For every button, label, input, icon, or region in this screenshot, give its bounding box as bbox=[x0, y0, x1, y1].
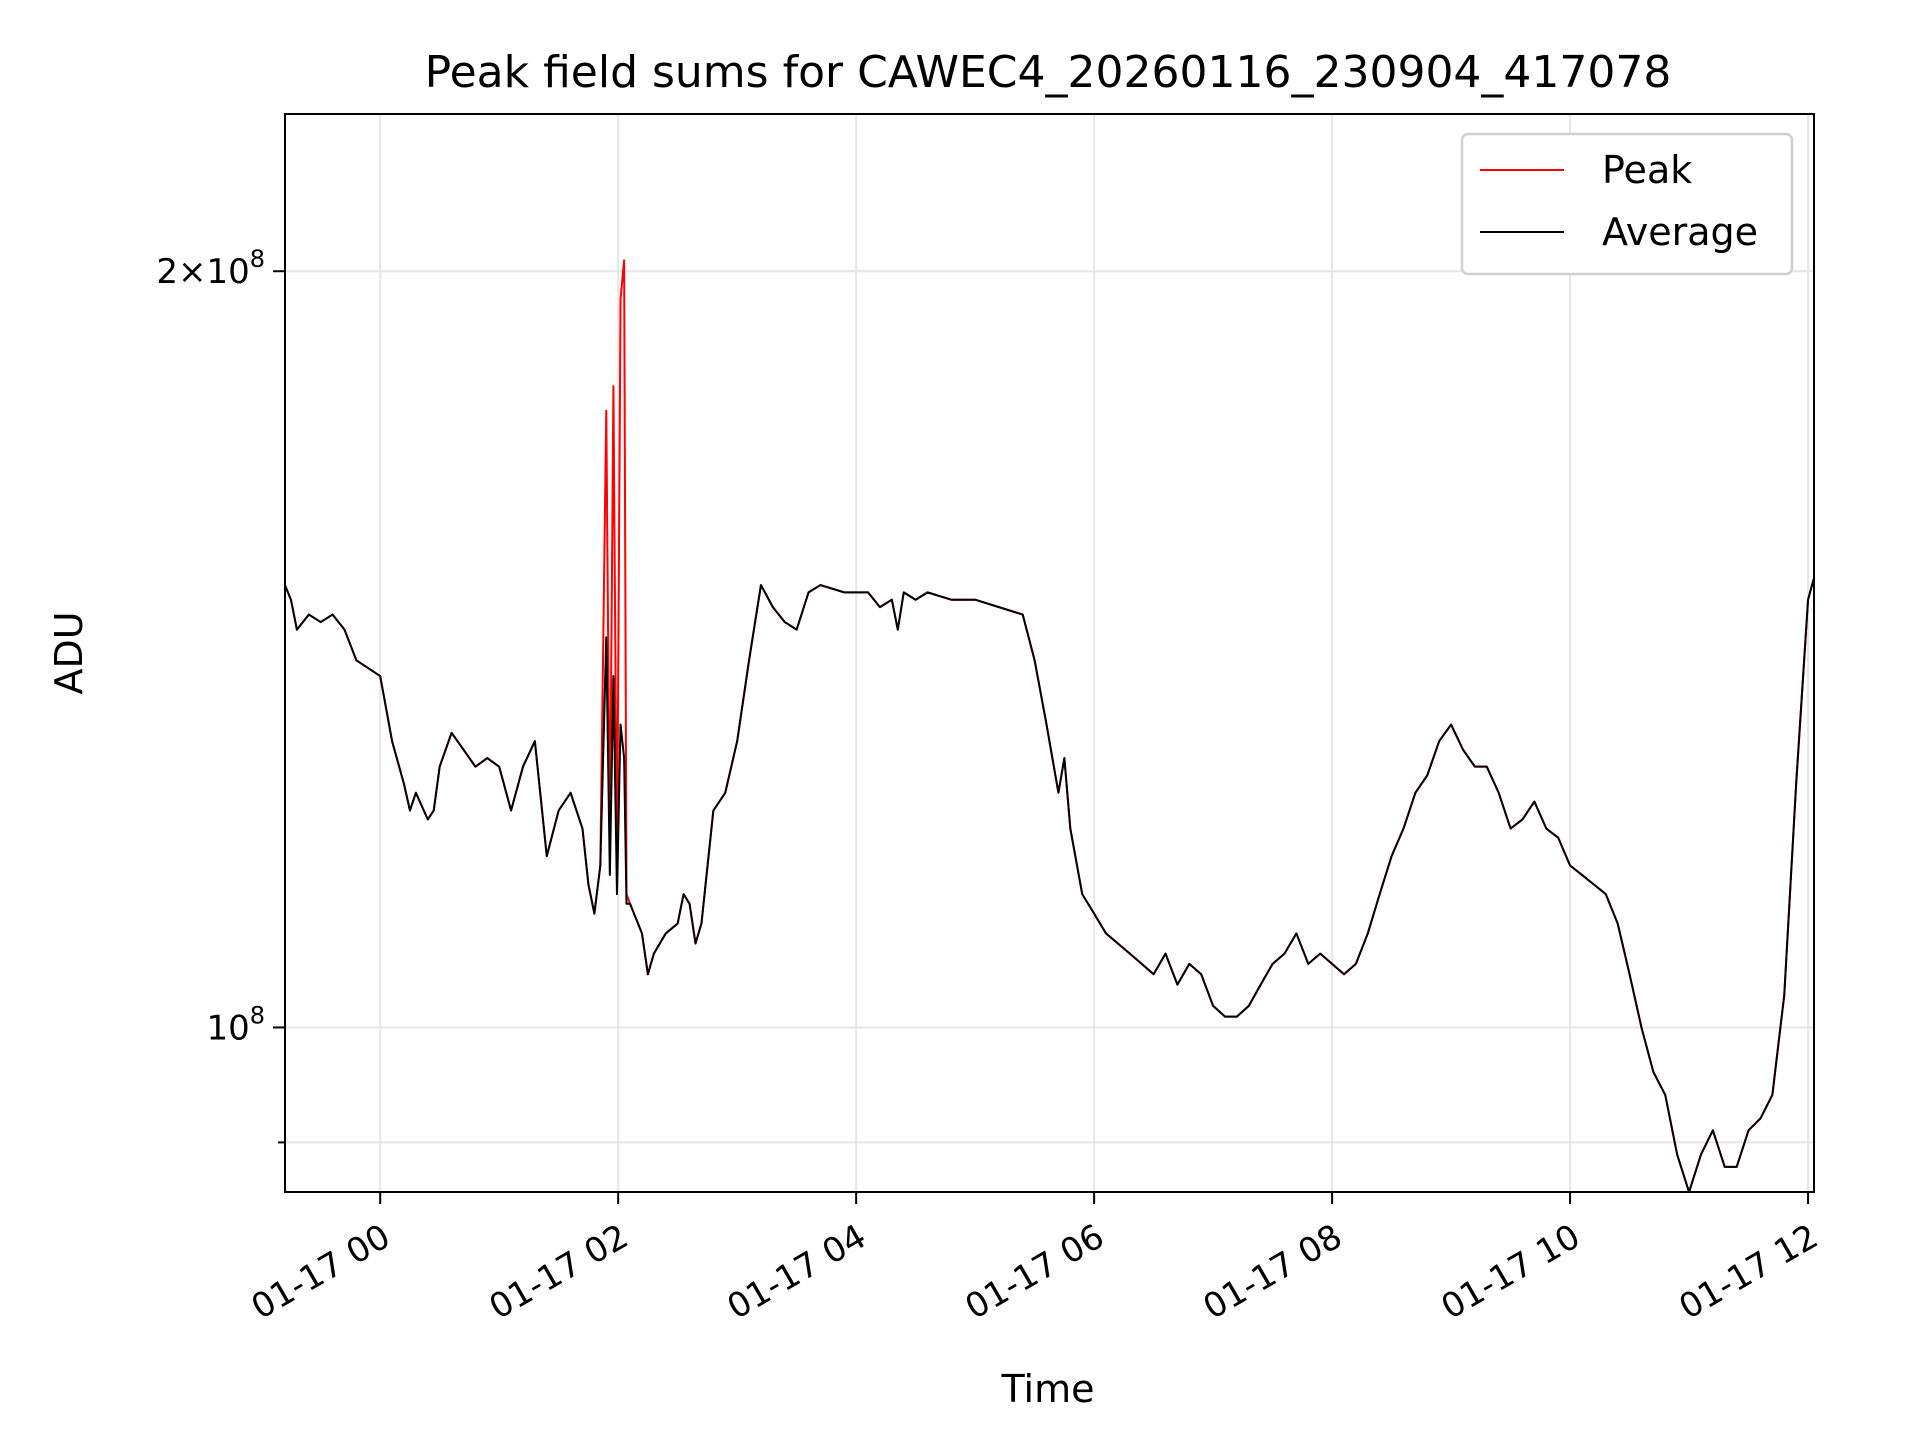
series-line-average bbox=[285, 577, 1814, 1192]
series-layer bbox=[285, 259, 1814, 1192]
y-tick-label-exponent: 8 bbox=[250, 245, 265, 273]
legend-label-average: Average bbox=[1602, 210, 1758, 254]
x-axis-label: Time bbox=[1001, 1367, 1095, 1411]
y-axis-label: ADU bbox=[47, 611, 91, 694]
plot-frame bbox=[284, 113, 1815, 1193]
chart-title: Peak field sums for CAWEC4_20260116_2309… bbox=[425, 47, 1672, 98]
y-tick-label: 2×108 bbox=[156, 245, 265, 292]
legend: Peak Average bbox=[1460, 132, 1794, 276]
y-tick-label-base: 10 bbox=[206, 252, 249, 292]
y-tick-label-base: 10 bbox=[206, 1008, 249, 1048]
y-tick-label-prefix: 2× bbox=[156, 252, 206, 292]
y-tick-label-exponent: 8 bbox=[250, 1001, 265, 1029]
legend-label-peak: Peak bbox=[1602, 148, 1692, 192]
y-tick-label: 108 bbox=[206, 1001, 265, 1048]
